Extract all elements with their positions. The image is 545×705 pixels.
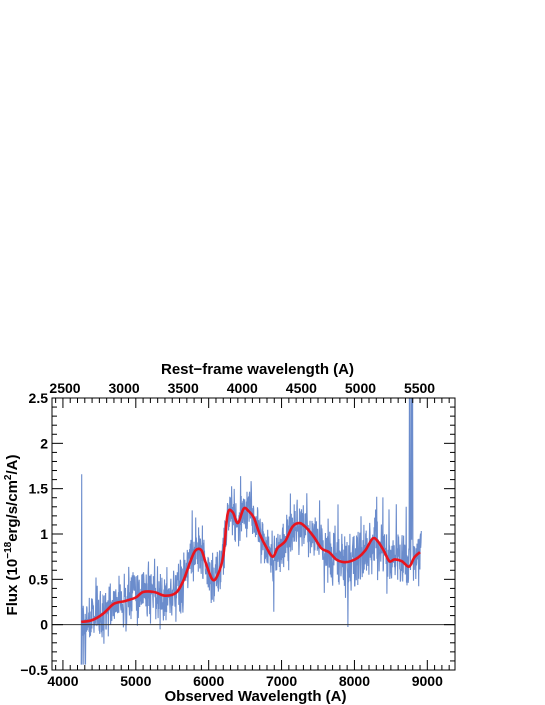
y-title-mid: erg/s/cm: [4, 480, 21, 542]
x2-tick-label: 3000: [109, 380, 140, 396]
y-tick-label: 1.5: [29, 481, 49, 497]
y-title-exp1: −18: [3, 541, 14, 558]
x2-tick-label: 5000: [345, 380, 376, 396]
plot-content: [52, 397, 455, 665]
x-tick-label: 6000: [193, 673, 224, 689]
y-title-prefix: Flux (10: [4, 559, 21, 616]
y-tick-label: 2: [40, 435, 48, 451]
y-tick-label: 0.5: [29, 571, 49, 587]
y-title-suffix: /A): [4, 455, 21, 475]
top-axis-title: Rest−frame wavelength (A): [161, 361, 354, 378]
bottom-axis: 4000 5000 6000 7000 8000 9000: [47, 398, 450, 689]
x-tick-label: 9000: [412, 673, 443, 689]
model-fit-line: [80, 506, 421, 624]
x2-tick-label: 5500: [404, 380, 435, 396]
y-tick-label: −0.5: [20, 662, 48, 678]
left-axis: −0.5 0 0.5 1 1.5 2 2.5: [20, 390, 455, 678]
x-tick-label: 8000: [339, 673, 370, 689]
observed-spectrum-line: [80, 397, 422, 665]
x2-tick-label: 2500: [49, 380, 80, 396]
x2-tick-label: 3500: [168, 380, 199, 396]
x-tick-label: 5000: [120, 673, 151, 689]
y-tick-label: 2.5: [29, 390, 49, 406]
x2-tick-label: 4500: [286, 380, 317, 396]
x-tick-label: 7000: [266, 673, 297, 689]
y-title-exp2: 2: [3, 474, 14, 480]
x-axis-title: Observed Wavelength (A): [165, 688, 347, 705]
y-axis-title: Flux (10−18erg/s/cm2/A): [3, 455, 21, 616]
plot-frame: [51, 397, 456, 671]
x2-tick-label: 4000: [227, 380, 258, 396]
y-tick-label: 0: [40, 617, 48, 633]
x-tick-label: 4000: [47, 673, 78, 689]
y-tick-label: 1: [40, 526, 48, 542]
top-axis: 2500 3000 3500 4000 4500 5000 5500: [49, 380, 435, 396]
